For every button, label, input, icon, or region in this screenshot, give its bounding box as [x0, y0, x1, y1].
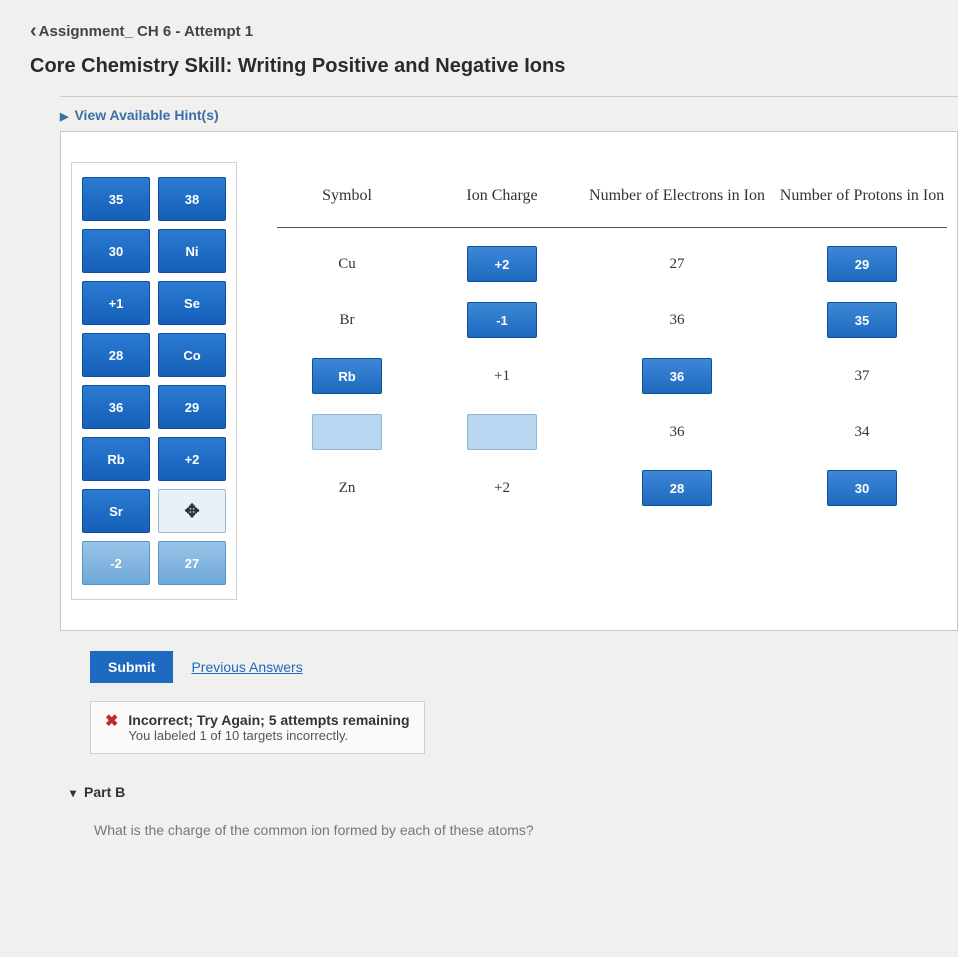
part-b-toggle[interactable]: Part B: [70, 784, 958, 800]
cell-text-symbol: Cu: [338, 256, 356, 273]
cell-text-symbol: Br: [340, 312, 355, 329]
submit-button[interactable]: Submit: [90, 651, 173, 683]
palette-tile[interactable]: Co: [158, 333, 226, 377]
palette-tile[interactable]: -2: [82, 541, 150, 585]
palette-tile[interactable]: +2: [158, 437, 226, 481]
part-b-question: What is the charge of the common ion for…: [94, 822, 958, 838]
drop-slot-protons[interactable]: 35: [827, 302, 897, 338]
cell-text-protons: 34: [855, 424, 870, 441]
header-symbol: Symbol: [322, 187, 372, 205]
breadcrumb[interactable]: Assignment_ CH 6 - Attempt 1: [30, 20, 958, 43]
drop-slot-protons[interactable]: 29: [827, 246, 897, 282]
drop-slot-charge[interactable]: -1: [467, 302, 537, 338]
page-title: Core Chemistry Skill: Writing Positive a…: [30, 55, 958, 78]
palette-tile[interactable]: Ni: [158, 229, 226, 273]
drop-slot-electrons[interactable]: 28: [642, 470, 712, 506]
table-row: Cu +2 27 29: [277, 236, 947, 292]
feedback-detail: You labeled 1 of 10 targets incorrectly.: [128, 728, 409, 743]
palette-tile[interactable]: 30: [82, 229, 150, 273]
palette-tile[interactable]: 29: [158, 385, 226, 429]
table-row: Br -1 36 35: [277, 292, 947, 348]
cell-text-charge: +2: [494, 480, 510, 497]
header-electrons: Number of Electrons in Ion: [589, 187, 765, 205]
table-row: Rb +1 36 37: [277, 348, 947, 404]
cell-text-charge: +1: [494, 368, 510, 385]
tile-palette: 353830Ni+1Se28Co3629Rb+2Sr✥-227: [71, 162, 237, 600]
drag-drop-workspace: 353830Ni+1Se28Co3629Rb+2Sr✥-227 Symbol I…: [60, 131, 958, 631]
palette-tile[interactable]: 35: [82, 177, 150, 221]
palette-tile[interactable]: 36: [82, 385, 150, 429]
cell-text-electrons: 27: [670, 256, 685, 273]
palette-tile[interactable]: 27: [158, 541, 226, 585]
separator: [60, 96, 958, 97]
palette-tile[interactable]: Se: [158, 281, 226, 325]
table-row: Zn +2 28 30: [277, 460, 947, 516]
move-cursor-icon[interactable]: ✥: [158, 489, 226, 533]
cell-text-protons: 37: [855, 368, 870, 385]
cell-text-symbol: Zn: [339, 480, 356, 497]
feedback-title: Incorrect; Try Again; 5 attempts remaini…: [128, 712, 409, 728]
error-icon: ✖: [105, 712, 118, 731]
header-charge: Ion Charge: [466, 187, 537, 205]
cell-text-electrons: 36: [670, 312, 685, 329]
drop-slot-symbol[interactable]: Rb: [312, 358, 382, 394]
drop-slot-protons[interactable]: 30: [827, 470, 897, 506]
drop-slot-charge[interactable]: [467, 414, 537, 450]
header-protons: Number of Protons in Ion: [780, 187, 944, 205]
drop-slot-symbol[interactable]: [312, 414, 382, 450]
palette-tile[interactable]: Rb: [82, 437, 150, 481]
table-row: 36 34: [277, 404, 947, 460]
cell-text-electrons: 36: [670, 424, 685, 441]
palette-tile[interactable]: 28: [82, 333, 150, 377]
feedback-box: ✖ Incorrect; Try Again; 5 attempts remai…: [90, 701, 425, 754]
answer-table: Symbol Ion Charge Number of Electrons in…: [257, 162, 947, 516]
previous-answers-link[interactable]: Previous Answers: [191, 659, 302, 675]
table-header-row: Symbol Ion Charge Number of Electrons in…: [277, 172, 947, 228]
view-hints-toggle[interactable]: View Available Hint(s): [60, 107, 958, 123]
palette-tile[interactable]: 38: [158, 177, 226, 221]
drop-slot-electrons[interactable]: 36: [642, 358, 712, 394]
palette-tile[interactable]: Sr: [82, 489, 150, 533]
palette-tile[interactable]: +1: [82, 281, 150, 325]
drop-slot-charge[interactable]: +2: [467, 246, 537, 282]
